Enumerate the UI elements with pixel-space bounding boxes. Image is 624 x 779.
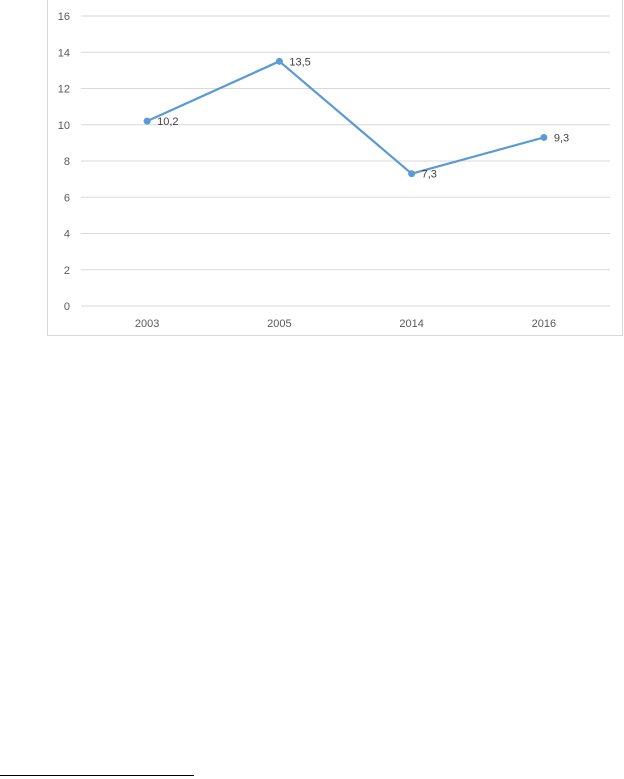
footnote-separator xyxy=(0,775,194,776)
line-chart: 0 2 4 6 8 10 12 14 16 2003 2005 2014 2016 10,2 13,5 7… xyxy=(58,11,610,330)
x-tick-label: 2014 xyxy=(399,318,423,330)
data-label: 7,3 xyxy=(422,169,437,181)
y-tick-label: 12 xyxy=(58,84,70,96)
x-axis-ticks: 2003 2005 2014 2016 xyxy=(135,318,556,330)
data-labels: 10,2 13,5 7,3 9,3 xyxy=(157,56,569,180)
data-point xyxy=(540,133,548,141)
y-tick-label: 4 xyxy=(64,229,70,241)
y-tick-label: 16 xyxy=(58,11,70,23)
y-tick-label: 2 xyxy=(64,265,70,277)
series-line xyxy=(146,60,545,175)
data-point xyxy=(275,57,283,65)
y-tick-label: 14 xyxy=(58,47,70,59)
x-tick-label: 2016 xyxy=(532,318,556,330)
grid-lines xyxy=(81,15,610,307)
x-tick-label: 2003 xyxy=(135,318,159,330)
y-tick-label: 8 xyxy=(64,156,70,168)
x-tick-label: 2005 xyxy=(267,318,291,330)
data-label: 13,5 xyxy=(289,56,310,68)
data-label: 9,3 xyxy=(554,132,569,144)
y-tick-label: 10 xyxy=(58,120,70,132)
y-axis-ticks: 0 2 4 6 8 10 12 14 16 xyxy=(58,11,70,313)
chart-frame: 0 2 4 6 8 10 12 14 16 2003 2005 2014 2016 10,2 13,5 7… xyxy=(47,0,623,336)
data-point xyxy=(143,117,151,125)
series-layer xyxy=(143,57,548,178)
y-tick-label: 0 xyxy=(64,301,70,313)
y-tick-label: 6 xyxy=(64,192,70,204)
data-label: 10,2 xyxy=(157,116,178,128)
data-point xyxy=(408,170,416,178)
